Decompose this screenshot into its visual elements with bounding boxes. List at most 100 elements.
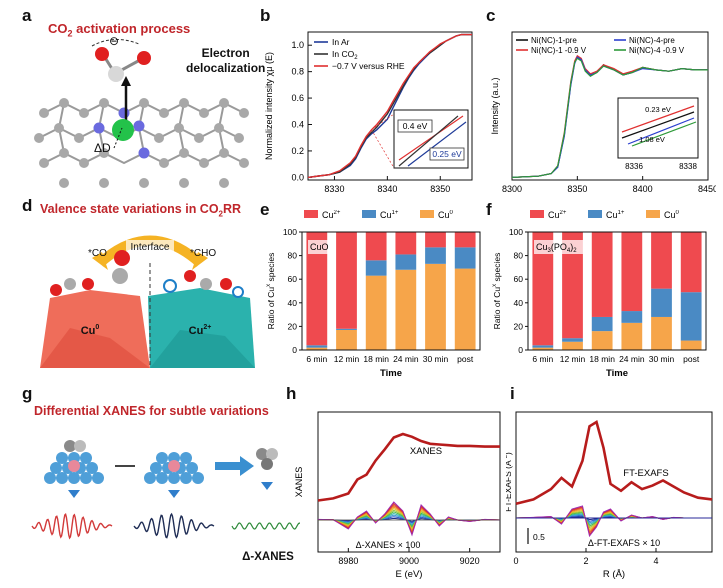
xanes-label: XANES	[410, 446, 442, 457]
scale-bar-label: 0.5	[533, 532, 545, 542]
x-tick-label: 18 min	[589, 354, 615, 364]
plot-frame	[511, 31, 709, 181]
legend-entry: Ni(NC)-4 -0.9 V	[629, 46, 685, 55]
y-tick-label: 0	[292, 345, 297, 355]
panel-label-h: h	[286, 384, 297, 403]
interface-label: Interface	[131, 242, 170, 253]
panel-label-f: f	[486, 200, 492, 219]
bar-segment-Cu2+	[562, 232, 583, 339]
chart-i: FT-EXAFS Δ-FT-EXAFS × 10 0.5 0 2 4 R (Å) FT-EXA…	[506, 411, 713, 580]
series-line-3	[511, 57, 708, 178]
x-tick-label: 8300	[502, 184, 522, 194]
legend-entry: Cu2+	[322, 210, 341, 220]
legend-entry: Cu0	[438, 210, 454, 220]
y-tick-label: 80	[288, 251, 298, 261]
panel-a-title: CO2 activation process	[48, 21, 191, 39]
y-tick-label: 80	[514, 251, 524, 261]
x-tick-label: 6 min	[306, 354, 327, 364]
bar-segment-Cu0	[591, 331, 613, 350]
inset-x-tick-label: 8338	[679, 162, 697, 171]
y-tick-label: 40	[514, 298, 524, 308]
legend-entry: Ni(NC)-1-pre	[531, 36, 577, 45]
y-tick-label: 60	[288, 274, 298, 284]
panel-label-d: d	[22, 196, 33, 215]
valence-illustration: Interface *CO *CHO Cu0 Cu2+	[40, 235, 255, 368]
chart-e: Cu2+ Cu1+ Cu0 6 min 12 min 18 min 24 min 30 min…	[266, 210, 481, 379]
bar-segment-Cu2+	[306, 232, 328, 346]
y-axis-label: Ratio of Cux species	[492, 253, 502, 330]
inset-line-red	[621, 105, 695, 133]
x-tick-label: 18 min	[363, 354, 389, 364]
x-tick-label: 24 min	[619, 354, 645, 364]
bar-segment-Cu0	[562, 341, 583, 350]
y-tick-label: 20	[288, 321, 298, 331]
co-label: *CO	[88, 248, 107, 259]
legend-entry: In CO2	[332, 49, 358, 61]
bar-segment-Cu1+	[336, 328, 357, 330]
x-axis-label: Time	[606, 368, 628, 379]
panel-label-b: b	[260, 6, 271, 25]
y-tick-label: 0.6	[291, 93, 304, 103]
legend-swatch	[362, 210, 376, 218]
bar-segment-Cu1+	[562, 338, 583, 342]
y-tick-label: 0.0	[291, 172, 304, 182]
panel-label-e: e	[260, 200, 270, 219]
y-tick-label: 1.0	[291, 40, 304, 50]
legend-entry: Ni(NC)-4-pre	[629, 36, 675, 45]
y-tick-label: 60	[514, 274, 524, 284]
x-tick-label: 8330	[324, 184, 344, 194]
legend-swatch	[420, 210, 434, 218]
bar-segment-Cu0	[365, 275, 387, 350]
bar-segment-Cu1+	[651, 288, 672, 317]
inset-line-blue	[627, 117, 695, 145]
legend-entry: Ni(NC)-1 -0.9 V	[531, 46, 587, 55]
bar-segment-Cu2+	[621, 232, 643, 312]
panel-g: Differential XANES for subtle variations…	[30, 396, 300, 586]
catalyst-structure-illustration: ⊖ ΔD	[34, 34, 249, 188]
x-tick-label: 8400	[633, 184, 653, 194]
inset-line-black	[621, 111, 695, 139]
bar-segment-Cu1+	[532, 345, 554, 348]
panel-d-title: Valence state variations in CO2RR	[40, 202, 242, 219]
plot-frame	[307, 31, 473, 181]
bar-segment-Cu0	[651, 316, 672, 350]
panel-label-i: i	[510, 384, 515, 403]
legend-entry: −0.7 V versus RHE	[332, 61, 405, 71]
bar-segment-Cu2+	[651, 232, 672, 289]
legend-entry: In Ar	[332, 37, 350, 47]
inset-label-top: 0.23 eV	[645, 105, 671, 114]
inset-line-red	[398, 115, 464, 161]
inset-x-tick-label: 8336	[625, 162, 643, 171]
bar-segment-Cu2+	[336, 232, 357, 329]
inset-label-top: 0.4 eV	[403, 121, 428, 131]
plot-frame	[301, 231, 481, 351]
x-tick-label: 4	[653, 556, 658, 566]
bar-segment-Cu1+	[365, 260, 387, 276]
bar-segment-Cu1+	[621, 311, 643, 323]
y-axis-label: Normalized intensity χμ (E)	[264, 52, 274, 160]
plot-frame	[527, 231, 707, 351]
bar-segment-Cu2+	[454, 232, 476, 248]
x-tick-label: 8340	[377, 184, 397, 194]
y-tick-label: 100	[509, 227, 523, 237]
inset-box-bottom	[429, 147, 465, 161]
bar-segment-Cu2+	[532, 232, 554, 346]
bar-segment-Cu0	[680, 340, 702, 350]
plot-frame	[515, 411, 713, 553]
cho-label: *CHO	[190, 248, 216, 259]
inset-connector	[371, 113, 395, 131]
x-tick-label: post	[683, 354, 700, 364]
y-axis-label: Ratio of Cux species	[266, 253, 276, 330]
chart-f: Cu2+ Cu1+ Cu0 6 min 12 min 18 min 24 min 30 min…	[492, 210, 707, 379]
bar-segment-Cu1+	[454, 247, 476, 269]
legend-entry: Cu1+	[606, 210, 625, 220]
panel-label-c: c	[486, 6, 496, 25]
inset-label-bottom: 1.08 eV	[639, 135, 665, 144]
bar-segment-Cu0	[395, 269, 417, 350]
differential-xanes-illustration: Δ-XANES	[31, 440, 300, 563]
inset-box-top	[397, 119, 433, 133]
x-tick-label: 24 min	[393, 354, 419, 364]
bar-segment-Cu0	[621, 322, 643, 350]
x-tick-label: 12 min	[334, 354, 360, 364]
inset-line-green	[631, 121, 697, 147]
